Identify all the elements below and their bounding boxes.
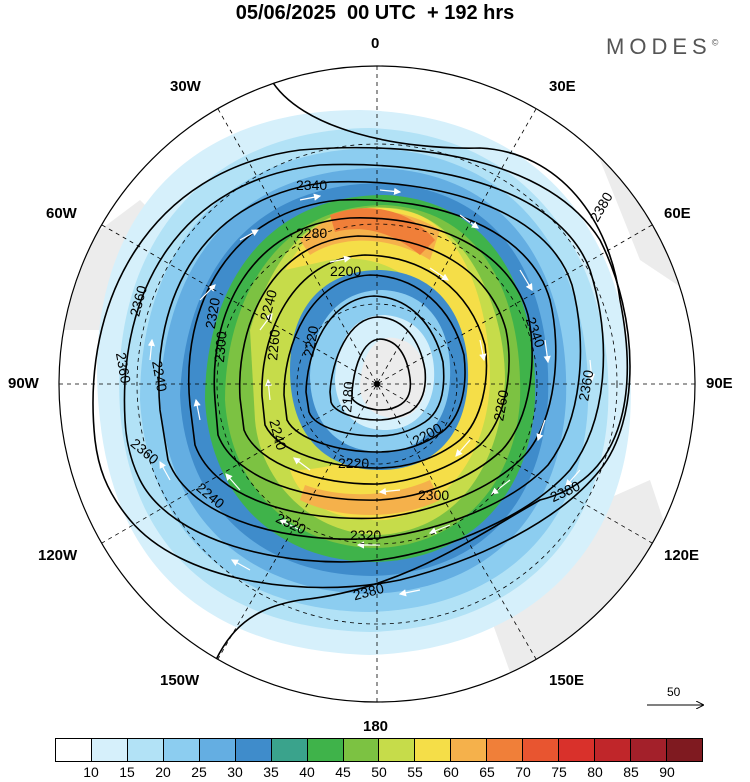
lon-label-60e: 60E bbox=[664, 205, 691, 222]
contour-label: 2240 bbox=[149, 359, 170, 393]
contour-label: 2200 bbox=[330, 263, 361, 279]
colorbar-tick-label: 70 bbox=[515, 764, 531, 780]
colorbar-tick-label: 80 bbox=[587, 764, 603, 780]
colorbar-swatch bbox=[199, 739, 236, 761]
contour-label: 2320 bbox=[202, 296, 223, 330]
contour-label: 2220 bbox=[338, 455, 369, 471]
colorbar-ticks: 10 15 20 25 30 35 40 45 50 55 60 65 70 75 80 85 90 bbox=[55, 764, 703, 782]
contour-label: 2360 bbox=[575, 368, 596, 402]
lon-label-120w: 120W bbox=[38, 547, 78, 564]
lon-label-0: 0 bbox=[371, 35, 380, 52]
colorbar-swatch bbox=[127, 739, 164, 761]
colorbar-swatch bbox=[451, 739, 488, 761]
reference-vector-label: 50 bbox=[667, 685, 681, 699]
contour-label: 2340 bbox=[296, 177, 327, 193]
colorbar-swatch bbox=[666, 739, 702, 761]
colorbar-swatch bbox=[379, 739, 416, 761]
colorbar-tick-label: 25 bbox=[191, 764, 207, 780]
colorbar-tick-label: 90 bbox=[659, 764, 675, 780]
colorbar-tick-label: 65 bbox=[479, 764, 495, 780]
colorbar-tick-label: 85 bbox=[623, 764, 639, 780]
map-title: 05/06/2025 00 UTC + 192 hrs bbox=[235, 2, 515, 24]
graticule bbox=[59, 66, 695, 702]
wind-vectors bbox=[147, 187, 595, 597]
contour-label: 2320 bbox=[350, 527, 381, 543]
contour-label: 2300 bbox=[211, 330, 230, 363]
reference-vector: 50 bbox=[645, 685, 705, 715]
brand-text: MODES bbox=[606, 34, 712, 59]
shaded-wind-field bbox=[59, 66, 695, 702]
colorbar-swatch bbox=[559, 739, 596, 761]
contour-label: 2260 bbox=[264, 328, 283, 361]
colorbar-tick-label: 35 bbox=[263, 764, 279, 780]
lon-label-30e: 30E bbox=[549, 78, 576, 95]
colorbar-swatch bbox=[343, 739, 380, 761]
contour-label: 2360 bbox=[126, 284, 150, 318]
lon-label-30w: 30W bbox=[170, 78, 201, 95]
contour-label: 2380 bbox=[351, 580, 385, 604]
contour-label: 2180 bbox=[338, 380, 357, 413]
lon-label-180: 180 bbox=[363, 718, 389, 735]
colorbar-tick-label: 40 bbox=[299, 764, 315, 780]
copyright-mark: © bbox=[711, 37, 719, 48]
colorbar-tick-label: 30 bbox=[227, 764, 243, 780]
colorbar-swatch bbox=[307, 739, 344, 761]
lon-label-150w: 150W bbox=[160, 672, 200, 689]
colorbar-tick-label: 60 bbox=[443, 764, 459, 780]
height-contours bbox=[92, 77, 631, 701]
lon-label-150e: 150E bbox=[549, 672, 585, 689]
contour-label: 2240 bbox=[266, 418, 290, 452]
colorbar-swatch bbox=[631, 739, 667, 761]
colorbar-tick-label: 15 bbox=[119, 764, 135, 780]
arrow-icon bbox=[647, 685, 705, 715]
colorbar-tick-label: 50 bbox=[371, 764, 387, 780]
contour-label: 2220 bbox=[300, 324, 321, 358]
contour-label: 2280 bbox=[296, 225, 327, 241]
dot-icon bbox=[374, 381, 380, 387]
lon-label-90e: 90E bbox=[706, 375, 733, 392]
colorbar-tick-label: 45 bbox=[335, 764, 351, 780]
colorbar-swatch bbox=[163, 739, 200, 761]
colorbar bbox=[55, 738, 703, 762]
colorbar-swatch bbox=[235, 739, 272, 761]
contour-label: 2240 bbox=[257, 288, 281, 322]
lon-label-60w: 60W bbox=[46, 205, 77, 222]
lon-label-90w: 90W bbox=[8, 375, 39, 392]
colorbar-tick-label: 55 bbox=[407, 764, 423, 780]
colorbar-swatch bbox=[271, 739, 308, 761]
colorbar-swatch bbox=[91, 739, 128, 761]
contour-label: 2360 bbox=[113, 351, 134, 385]
colorbar-tick-label: 10 bbox=[83, 764, 99, 780]
colorbar-swatch bbox=[56, 739, 92, 761]
contour-label: 2300 bbox=[418, 487, 449, 503]
colorbar-swatch bbox=[595, 739, 631, 761]
contour-label: 2260 bbox=[490, 388, 511, 422]
colorbar-swatch bbox=[415, 739, 452, 761]
colorbar-swatch bbox=[487, 739, 524, 761]
lon-label-120e: 120E bbox=[664, 547, 700, 564]
colorbar-swatch bbox=[523, 739, 560, 761]
brand-logo: MODES© bbox=[606, 34, 718, 60]
map-boundary bbox=[58, 65, 696, 703]
colorbar-tick-label: 75 bbox=[551, 764, 567, 780]
colorbar-tick-label: 20 bbox=[155, 764, 171, 780]
